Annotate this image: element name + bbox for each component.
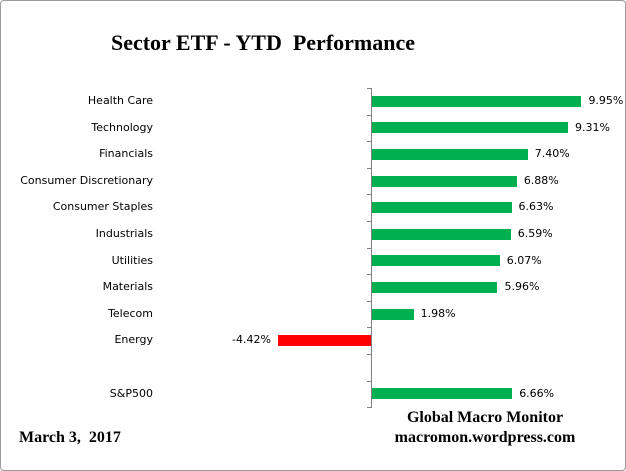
chart-row: Technology 9.31% — [1, 115, 625, 142]
category-label: Health Care — [87, 94, 153, 107]
positive-bar — [372, 281, 498, 293]
category-label: Telecom — [108, 306, 153, 320]
positive-bar — [372, 388, 513, 400]
chart-row: Telecom 1.98% — [1, 301, 625, 328]
axis-tick — [367, 301, 372, 302]
positive-bar — [372, 175, 517, 187]
category-label: Consumer Discretionary — [20, 173, 153, 187]
value-label: 6.63% — [518, 200, 554, 214]
axis-tick — [367, 381, 372, 382]
positive-bar — [372, 308, 414, 320]
category-label: Industrials — [95, 227, 153, 240]
value-label: 5.96% — [504, 280, 540, 294]
positive-bar — [372, 122, 568, 134]
brand-block: Global Macro Monitor macromon.wordpress.… — [335, 408, 625, 448]
category-label: Consumer Staples — [52, 200, 153, 214]
positive-bar — [372, 202, 512, 214]
negative-bar — [277, 335, 371, 347]
axis-tick — [367, 221, 372, 222]
category-label: S&P500 — [109, 386, 153, 400]
category-label: Energy — [114, 333, 153, 347]
positive-bar — [372, 148, 528, 160]
chart-row — [1, 354, 625, 381]
axis-tick — [367, 354, 372, 355]
value-label: 7.40% — [534, 147, 570, 161]
value-label: -4.42% — [232, 333, 271, 347]
chart-row: Consumer Discretionary 6.88% — [1, 168, 625, 195]
value-label: 6.66% — [519, 386, 555, 400]
chart-row: Industrials 6.59% — [1, 221, 625, 248]
chart-row: S&P500 6.66% — [1, 381, 625, 408]
axis-tick — [367, 88, 372, 89]
chart-row: Health Care 9.95% — [1, 88, 625, 115]
axis-tick — [367, 274, 372, 275]
category-label: Utilities — [111, 253, 153, 267]
chart-row: Energy -4.42% — [1, 327, 625, 354]
value-label: 9.95% — [588, 94, 624, 107]
chart-row: Materials 5.96% — [1, 274, 625, 301]
brand-name: Global Macro Monitor — [406, 409, 564, 426]
axis-tick — [367, 168, 372, 169]
value-label: 9.31% — [574, 120, 610, 134]
category-label: Materials — [102, 280, 153, 294]
category-label: Financials — [99, 147, 153, 161]
axis-tick — [367, 407, 372, 408]
value-label: 6.59% — [517, 227, 553, 240]
chart-row: Consumer Staples 6.63% — [1, 194, 625, 221]
positive-bar — [372, 255, 500, 267]
brand-url: macromon.wordpress.com — [394, 429, 576, 446]
chart-row: Utilities 6.07% — [1, 248, 625, 275]
axis-tick — [367, 115, 372, 116]
axis-tick — [367, 248, 372, 249]
category-label: Technology — [91, 120, 153, 134]
value-label: 1.98% — [420, 306, 456, 320]
chart-row: Financials 7.40% — [1, 141, 625, 168]
date-label: March 3, 2017 — [19, 429, 121, 446]
value-label: 6.88% — [523, 173, 559, 187]
axis-tick — [367, 194, 372, 195]
positive-bar — [372, 95, 582, 107]
value-label: 6.07% — [506, 253, 542, 267]
axis-tick — [367, 327, 372, 328]
axis-tick — [367, 141, 372, 142]
chart-title: Sector ETF - YTD Performance — [110, 30, 416, 55]
positive-bar — [372, 228, 511, 240]
